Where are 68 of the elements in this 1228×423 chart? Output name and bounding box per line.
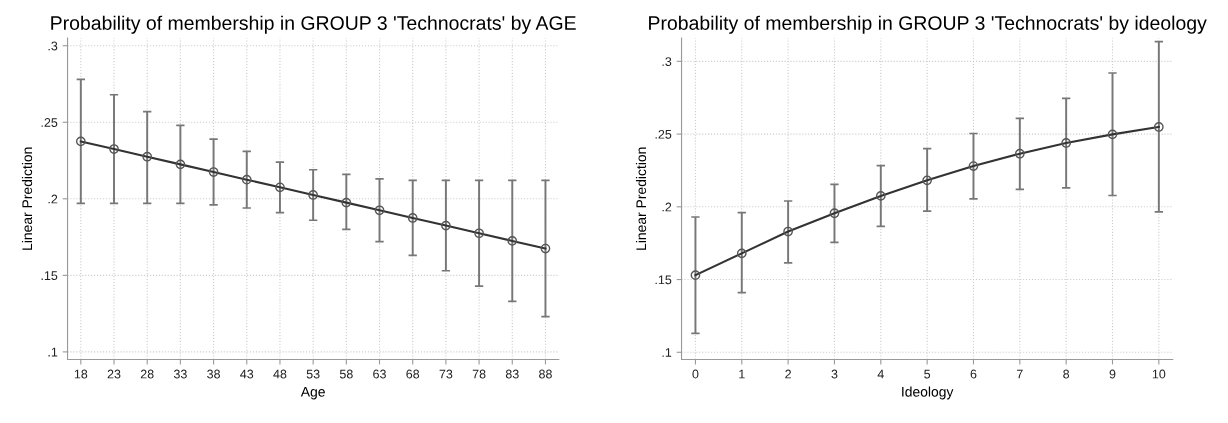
point [308,190,319,200]
y-axis-title: Linear Prediction [635,147,647,250]
x-tick-label: 28 [140,369,154,379]
y-axis-title: Linear Prediction [21,147,33,250]
x-tick-label: 33 [173,369,187,379]
y-tick-label: .3 [662,57,672,66]
point [690,270,701,281]
y-tick-label: .2 [662,202,672,212]
x-tick-label: 3 [831,369,838,379]
x-tick-label: 68 [406,369,420,379]
point [1014,148,1025,159]
x-tick-label: 8 [1063,369,1070,379]
point [407,213,418,223]
x-tick-label: 1 [739,369,745,379]
x-tick-label: 0 [692,369,699,379]
point [736,248,747,259]
x-tick-label: 48 [273,369,287,379]
point [374,205,385,216]
x-tick-label: 23 [107,369,121,379]
x-tick-label: 88 [539,369,552,379]
point [474,228,484,239]
point [875,191,886,201]
y-tick-label: .25 [41,118,58,127]
point [142,151,153,162]
y-tick-label: .3 [48,41,58,51]
x-tick-label: 63 [373,369,386,379]
x-tick-label: 73 [439,369,453,379]
x-tick-label: 83 [505,369,519,379]
chart-title: Probability of membership in GROUP 3 'Technocrats' by AGE [51,15,576,34]
point [829,208,840,219]
x-axis-title: Age [300,386,325,400]
x-tick-label: 18 [74,369,88,379]
x-tick-label: 9 [1109,369,1116,379]
point [1061,138,1072,148]
point [1153,122,1164,132]
x-tick-label: 5 [924,369,931,379]
y-tick-label: .25 [655,129,672,139]
y-tick-label: .2 [48,194,58,204]
point [540,243,551,254]
point [241,174,252,185]
x-tick-label: 58 [339,369,353,379]
x-axis-title: Ideology [902,386,954,400]
point [783,226,793,237]
point [1107,129,1118,140]
point [968,161,979,171]
point [922,175,933,186]
point [507,236,518,246]
x-tick-label: 38 [207,369,220,379]
chart-title: Probability of membership in GROUP 3 'Technocrats' by ideology [649,15,1207,34]
point [208,167,219,177]
point [275,182,285,193]
x-tick-label: 53 [306,369,320,379]
point [109,144,119,154]
x-tick-label: 10 [1152,369,1166,379]
point [75,136,86,147]
y-tick-label: .1 [48,347,58,357]
x-tick-label: 6 [970,369,977,379]
x-tick-label: 2 [785,369,791,379]
x-tick-label: 4 [877,369,884,379]
point [441,220,451,231]
x-tick-label: 7 [1016,369,1023,379]
point [341,197,352,208]
point [175,159,186,170]
x-tick-label: 43 [240,369,254,379]
y-tick-label: .15 [41,271,58,281]
y-tick-label: .1 [662,348,672,357]
y-tick-label: .15 [655,275,672,285]
x-tick-label: 78 [472,369,486,379]
